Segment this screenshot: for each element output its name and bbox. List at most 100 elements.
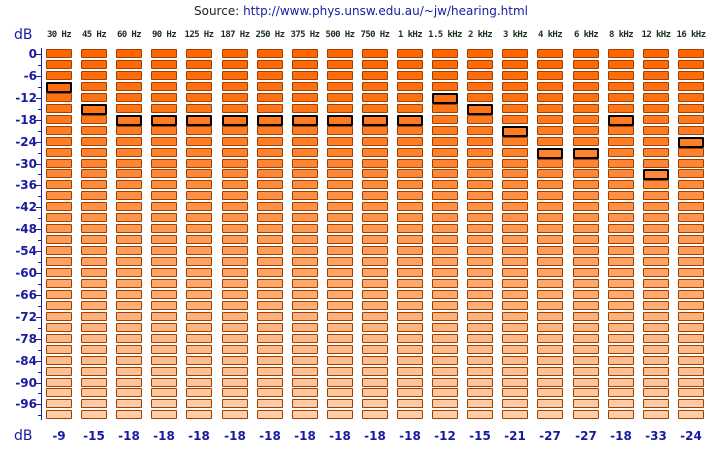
level-cell[interactable]: [678, 388, 704, 397]
level-cell[interactable]: [292, 257, 318, 266]
level-cell[interactable]: [116, 268, 142, 277]
level-cell[interactable]: [537, 388, 563, 397]
level-cell[interactable]: [116, 378, 142, 387]
level-cell[interactable]: [432, 235, 458, 244]
level-cell[interactable]: [151, 126, 177, 135]
level-cell[interactable]: [81, 410, 107, 419]
level-cell[interactable]: [643, 93, 669, 102]
level-cell[interactable]: [186, 71, 212, 80]
level-cell[interactable]: [643, 213, 669, 222]
level-cell[interactable]: [573, 169, 599, 178]
level-cell[interactable]: [81, 60, 107, 69]
level-cell[interactable]: [643, 148, 669, 157]
level-cell[interactable]: [257, 378, 283, 387]
level-cell[interactable]: [257, 213, 283, 222]
level-cell[interactable]: [678, 290, 704, 299]
level-cell[interactable]: [151, 334, 177, 343]
level-cell[interactable]: [257, 224, 283, 233]
level-cell[interactable]: [362, 388, 388, 397]
level-cell[interactable]: [362, 257, 388, 266]
level-cell[interactable]: [608, 213, 634, 222]
level-cell[interactable]: [573, 126, 599, 135]
level-cell[interactable]: [81, 345, 107, 354]
level-cell[interactable]: [432, 71, 458, 80]
level-cell[interactable]: [608, 301, 634, 310]
level-cell[interactable]: [502, 115, 528, 124]
level-cell[interactable]: [222, 345, 248, 354]
level-cell[interactable]: [257, 356, 283, 365]
level-cell[interactable]: [222, 301, 248, 310]
level-cell[interactable]: [186, 104, 212, 113]
level-cell[interactable]: [397, 82, 423, 91]
level-cell[interactable]: [573, 356, 599, 365]
level-cell[interactable]: [537, 378, 563, 387]
level-cell[interactable]: [502, 104, 528, 113]
level-cell[interactable]: [678, 334, 704, 343]
level-cell[interactable]: [257, 126, 283, 135]
level-cell[interactable]: [81, 356, 107, 365]
level-cell[interactable]: [186, 213, 212, 222]
level-cell[interactable]: [573, 312, 599, 321]
level-cell[interactable]: [327, 82, 353, 91]
level-cell[interactable]: [186, 49, 212, 58]
level-cell[interactable]: [432, 356, 458, 365]
level-cell[interactable]: [678, 312, 704, 321]
level-cell[interactable]: [46, 312, 72, 321]
level-cell[interactable]: [327, 148, 353, 157]
level-cell[interactable]: [292, 301, 318, 310]
level-cell[interactable]: [292, 180, 318, 189]
level-cell[interactable]: [643, 410, 669, 419]
level-cell[interactable]: [327, 345, 353, 354]
level-cell[interactable]: [397, 60, 423, 69]
level-cell[interactable]: [257, 71, 283, 80]
level-cell[interactable]: [81, 169, 107, 178]
level-cell[interactable]: [573, 301, 599, 310]
level-cell[interactable]: [643, 159, 669, 168]
level-cell[interactable]: [467, 235, 493, 244]
level-cell[interactable]: [432, 202, 458, 211]
level-cell[interactable]: [432, 159, 458, 168]
level-cell[interactable]: [257, 148, 283, 157]
level-cell[interactable]: [467, 399, 493, 408]
source-link[interactable]: http://www.phys.unsw.edu.au/~jw/hearing.…: [243, 4, 529, 18]
level-cell[interactable]: [573, 213, 599, 222]
level-cell[interactable]: [292, 71, 318, 80]
level-cell[interactable]: [292, 148, 318, 157]
level-cell[interactable]: [467, 148, 493, 157]
level-cell[interactable]: [151, 191, 177, 200]
level-cell[interactable]: [643, 191, 669, 200]
level-cell[interactable]: [467, 191, 493, 200]
level-cell[interactable]: [432, 279, 458, 288]
level-cell[interactable]: [643, 224, 669, 233]
level-cell[interactable]: [432, 246, 458, 255]
level-cell[interactable]: [467, 334, 493, 343]
level-cell[interactable]: [362, 246, 388, 255]
level-cell[interactable]: [362, 290, 388, 299]
level-cell[interactable]: [608, 246, 634, 255]
level-cell[interactable]: [81, 399, 107, 408]
level-cell[interactable]: [432, 312, 458, 321]
level-cell[interactable]: [222, 224, 248, 233]
level-cell[interactable]: [257, 268, 283, 277]
level-cell[interactable]: [151, 356, 177, 365]
level-cell[interactable]: [222, 268, 248, 277]
level-cell[interactable]: [292, 49, 318, 58]
level-cell[interactable]: [81, 235, 107, 244]
level-cell[interactable]: [537, 191, 563, 200]
level-cell[interactable]: [292, 388, 318, 397]
level-cell[interactable]: [502, 213, 528, 222]
level-cell[interactable]: [537, 104, 563, 113]
level-cell[interactable]: [397, 191, 423, 200]
level-cell[interactable]: [257, 191, 283, 200]
level-cell[interactable]: [327, 367, 353, 376]
level-cell[interactable]: [537, 399, 563, 408]
level-cell[interactable]: [362, 60, 388, 69]
level-cell[interactable]: [222, 235, 248, 244]
level-cell[interactable]: [222, 202, 248, 211]
level-cell[interactable]: [608, 334, 634, 343]
level-cell[interactable]: [327, 323, 353, 332]
level-cell[interactable]: [222, 104, 248, 113]
level-cell[interactable]: [608, 268, 634, 277]
level-cell[interactable]: [573, 290, 599, 299]
level-cell[interactable]: [432, 60, 458, 69]
